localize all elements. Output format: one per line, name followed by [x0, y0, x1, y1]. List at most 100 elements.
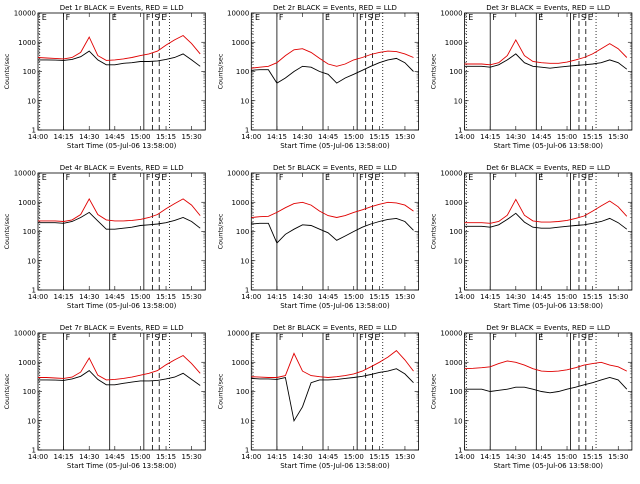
- event-marker-label: S: [154, 173, 159, 182]
- event-marker-label: E: [375, 13, 380, 22]
- x-tick-label: 15:00: [344, 133, 364, 141]
- panel-8: Det 8r BLACK = Events, RED = LLD11010010…: [216, 324, 418, 470]
- event-marker-label: F: [279, 173, 284, 182]
- events-series-line: [251, 218, 413, 243]
- x-tick-label: 14:15: [480, 133, 500, 141]
- y-tick-label: 10: [454, 417, 463, 425]
- x-tick-label: 15:00: [130, 293, 150, 301]
- panel-4: Det 4r BLACK = Events, RED = LLD 1 10 100 10…: [3, 164, 205, 310]
- y-tick-label: 1000: [18, 199, 36, 207]
- plot-frame: [465, 173, 632, 290]
- x-tick-label: 14:00: [455, 133, 475, 141]
- events-series-line: [465, 378, 627, 393]
- event-marker-label: F: [572, 13, 577, 22]
- y-tick-label: 1000: [231, 39, 249, 47]
- event-marker-label: S: [368, 173, 373, 182]
- y-tick-label: 100: [23, 228, 36, 236]
- y-axis-label: Counts/sec: [216, 373, 224, 409]
- x-tick-label: 15:30: [608, 293, 628, 301]
- x-tick-label: 15:00: [557, 293, 577, 301]
- x-tick-label: 15:00: [557, 133, 577, 141]
- panel-3: Det 3r BLACK = Events, RED = LLD11010010…: [430, 4, 632, 150]
- panel-title: Det 5r BLACK = Events, RED = LLD: [273, 164, 397, 172]
- x-axis-label: Start Time (05-Jul-06 13:58:00): [493, 142, 603, 150]
- x-tick-label: 15:30: [182, 453, 202, 461]
- panel-title: Det 7r BLACK = Events, RED = LLD: [60, 324, 184, 332]
- panel-title: Det 3r BLACK = Events, RED = LLD: [486, 4, 610, 12]
- plot-frame: [251, 333, 418, 450]
- x-tick-label: 14:30: [506, 293, 526, 301]
- lld-series-line: [251, 49, 413, 68]
- events-series-line: [251, 369, 413, 421]
- event-marker-label: E: [538, 333, 543, 342]
- x-tick-label: 14:45: [105, 133, 125, 141]
- y-tick-label: 100: [449, 388, 462, 396]
- event-marker-label: F: [572, 333, 577, 342]
- x-tick-label: 14:45: [531, 293, 551, 301]
- x-tick-label: 15:15: [369, 453, 389, 461]
- x-tick-label: 14:45: [105, 453, 125, 461]
- event-marker-label: S: [581, 333, 586, 342]
- x-axis-label: Start Time (05-Jul-06 13:58:00): [280, 142, 390, 150]
- event-marker-label: E: [375, 173, 380, 182]
- panel-title: Det 8r BLACK = Events, RED = LLD: [273, 324, 397, 332]
- x-axis-label: Start Time (05-Jul-06 13:58:00): [493, 302, 603, 310]
- event-marker-label: S: [581, 173, 586, 182]
- y-tick-label: 10000: [14, 170, 36, 178]
- event-marker-label: F: [146, 173, 151, 182]
- event-marker-label: F: [66, 333, 71, 342]
- panel-title: Det 1r BLACK = Events, RED = LLD: [60, 4, 184, 12]
- panel-7: Det 7r BLACK = Events, RED = LLD 1 10 100 10…: [3, 324, 205, 470]
- x-tick-label: 15:30: [608, 133, 628, 141]
- x-tick-label: 14:00: [241, 133, 261, 141]
- event-marker-label: F: [359, 173, 364, 182]
- event-marker-label: E: [42, 333, 47, 342]
- x-axis-label: Start Time (05-Jul-06 13:58:00): [67, 302, 177, 310]
- x-tick-label: 15:15: [369, 133, 389, 141]
- y-tick-label: 10000: [440, 170, 462, 178]
- y-tick-label: 10: [27, 257, 36, 265]
- x-tick-label: 15:30: [395, 453, 415, 461]
- y-tick-label: 1000: [445, 199, 463, 207]
- x-tick-label: 14:15: [54, 133, 74, 141]
- event-marker-label: F: [146, 13, 151, 22]
- panel-6: Det 6r BLACK = Events, RED = LLD 1 10 100 10…: [430, 164, 632, 310]
- event-marker-label: E: [325, 173, 330, 182]
- x-tick-label: 14:15: [54, 293, 74, 301]
- event-marker-label: F: [359, 13, 364, 22]
- x-tick-label: 14:00: [28, 133, 48, 141]
- y-tick-label: 10: [27, 97, 36, 105]
- event-marker-label: E: [538, 173, 543, 182]
- y-tick-label: 10: [240, 97, 249, 105]
- y-tick-label: 10000: [227, 330, 249, 338]
- lld-series-line: [465, 40, 627, 65]
- x-tick-label: 15:00: [344, 453, 364, 461]
- y-tick-label: 10000: [14, 330, 36, 338]
- x-tick-label: 15:15: [156, 293, 176, 301]
- x-tick-label: 14:15: [267, 453, 287, 461]
- x-tick-label: 15:30: [182, 293, 202, 301]
- panel-title: Det 4r BLACK = Events, RED = LLD: [60, 164, 184, 172]
- x-tick-label: 14:15: [54, 453, 74, 461]
- y-tick-label: 10000: [227, 10, 249, 18]
- events-series-line: [251, 58, 413, 83]
- x-tick-label: 15:00: [557, 453, 577, 461]
- x-tick-label: 15:30: [395, 133, 415, 141]
- x-tick-label: 14:45: [318, 293, 338, 301]
- x-tick-label: 14:45: [531, 133, 551, 141]
- event-marker-label: E: [42, 13, 47, 22]
- x-axis-label: Start Time (05-Jul-06 13:58:00): [280, 462, 390, 470]
- panel-title: Det 2r BLACK = Events, RED = LLD: [273, 4, 397, 12]
- event-marker-label: E: [538, 13, 543, 22]
- y-axis-label: Counts/sec: [3, 373, 11, 409]
- y-tick-label: 100: [23, 68, 36, 76]
- event-marker-label: S: [154, 333, 159, 342]
- x-tick-label: 15:15: [583, 453, 603, 461]
- event-marker-label: F: [279, 13, 284, 22]
- x-tick-label: 14:15: [480, 293, 500, 301]
- x-tick-label: 14:45: [531, 453, 551, 461]
- x-tick-label: 15:15: [583, 293, 603, 301]
- event-marker-label: E: [255, 173, 260, 182]
- panel-1: Det 1r BLACK = Events, RED = LLD 1 10 100 10…: [3, 4, 205, 150]
- event-marker-label: E: [588, 173, 593, 182]
